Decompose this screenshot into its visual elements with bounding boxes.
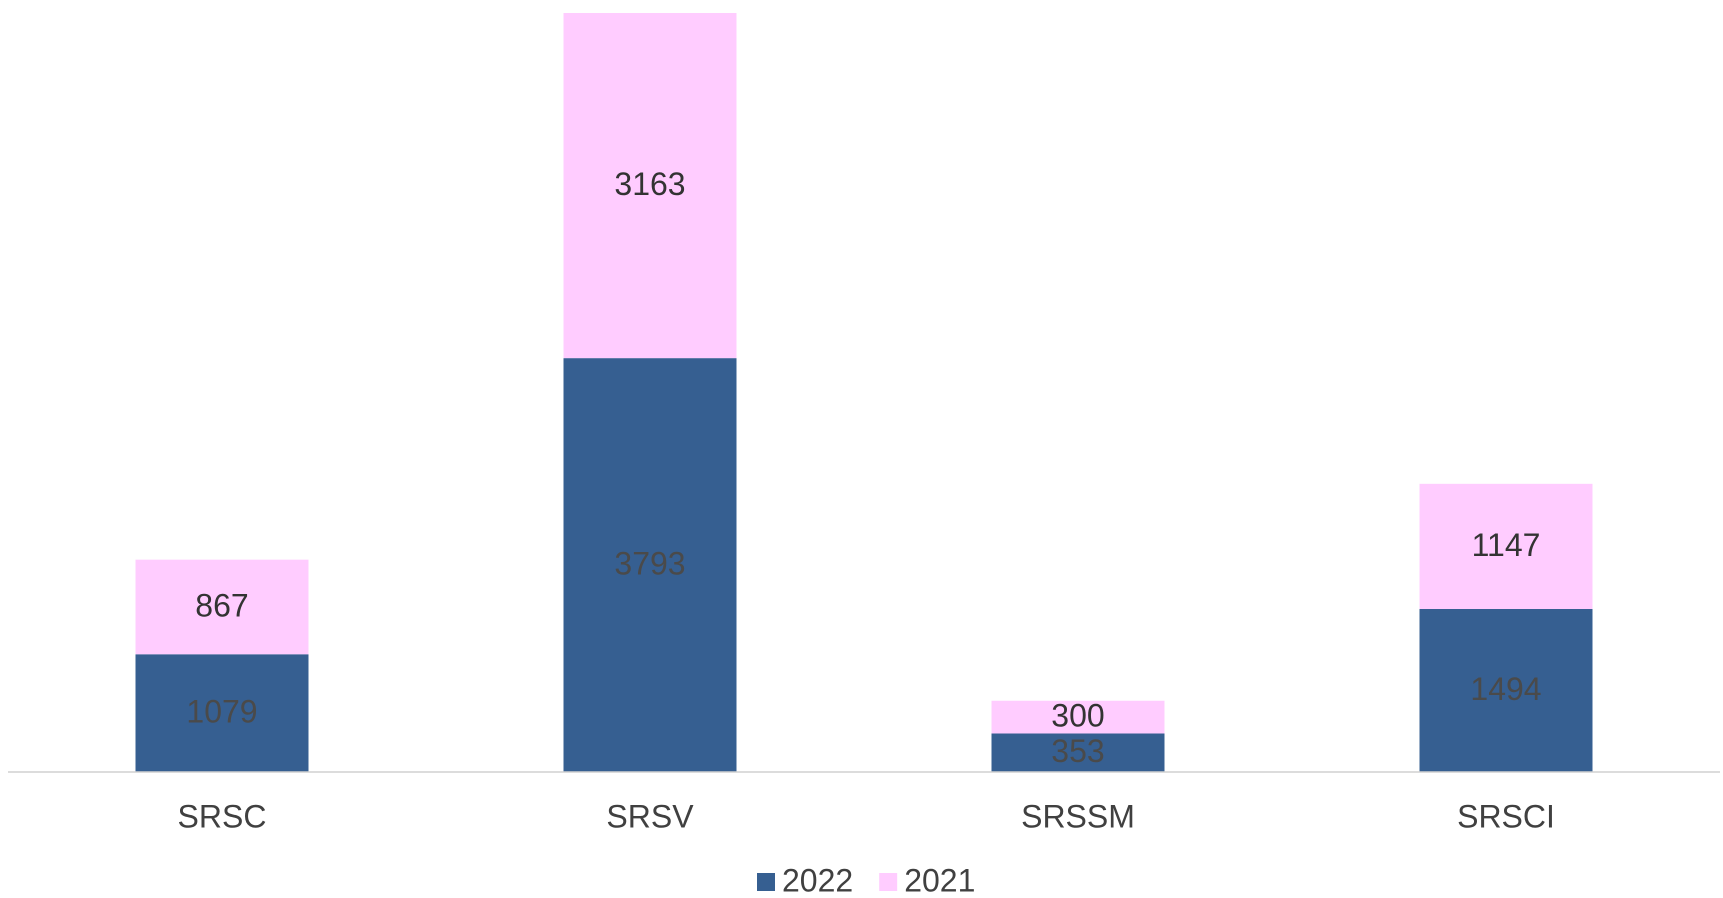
legend-swatch [879,873,898,891]
legend-swatch [757,873,775,891]
data-label: 3793 [614,546,685,582]
data-label: 300 [1051,698,1104,734]
x-tick-label: SRSSM [1021,798,1135,834]
x-tick-label: SRSCI [1457,798,1555,834]
bar-segment [1419,608,1593,772]
data-label: 1079 [186,694,257,730]
data-label: 353 [1051,733,1104,769]
bar-segment [563,358,737,772]
bar-segment [135,559,309,655]
bar-segment [991,700,1165,734]
legend-label: 2021 [904,862,975,898]
data-label: 1147 [1472,527,1541,563]
x-tick-label: SRSV [606,798,694,834]
data-label: 1494 [1470,671,1541,707]
data-label: 3163 [614,166,685,202]
bar-segment [563,13,737,359]
data-label: 867 [195,587,248,623]
legend-label: 2022 [782,862,853,898]
x-tick-label: SRSC [178,798,267,834]
bar-segment [135,654,309,772]
bar-segment [991,733,1165,772]
bar-segment [1419,483,1593,609]
